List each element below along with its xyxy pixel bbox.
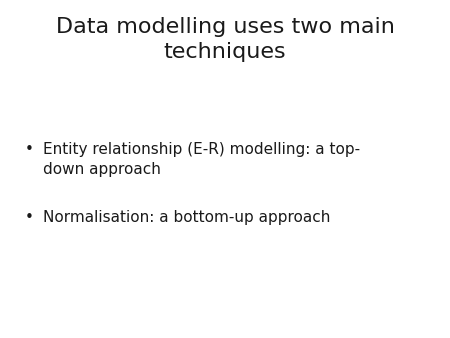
Text: Normalisation: a bottom-up approach: Normalisation: a bottom-up approach [43,210,330,224]
Text: •: • [25,142,34,157]
Text: Entity relationship (E-R) modelling: a top-
down approach: Entity relationship (E-R) modelling: a t… [43,142,360,177]
Text: •: • [25,210,34,224]
Text: Data modelling uses two main
techniques: Data modelling uses two main techniques [55,17,395,62]
